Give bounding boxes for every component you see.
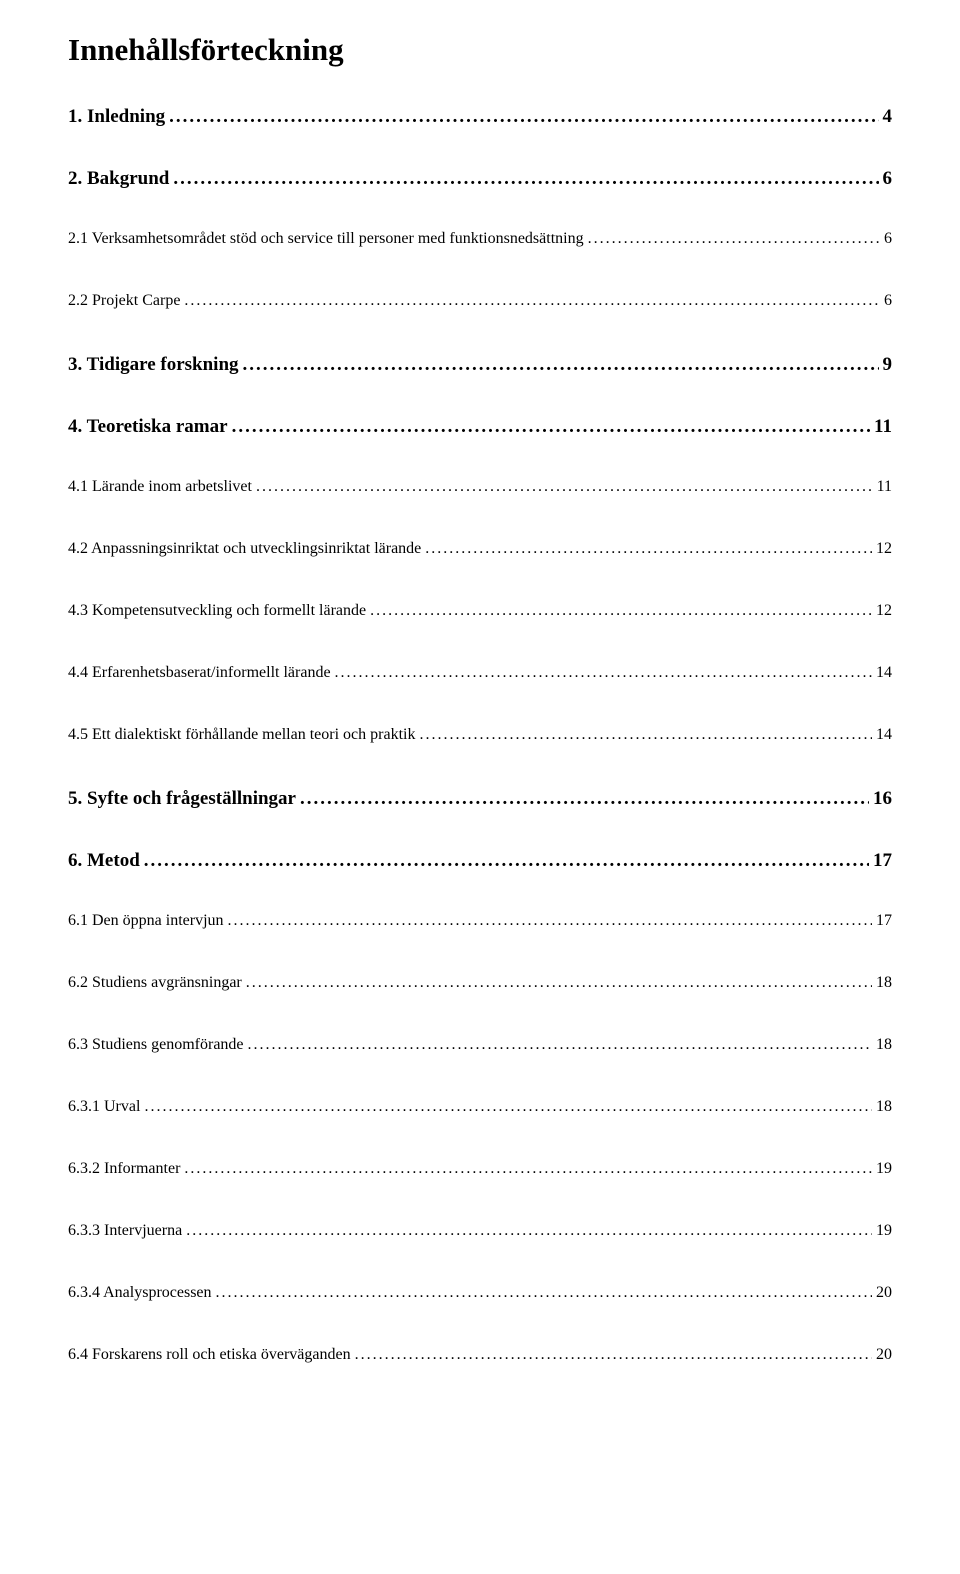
toc-entry: 6.3.1 Urval.............................… [68, 1098, 892, 1116]
toc-label: 6.2 Studiens avgränsningar [68, 974, 242, 992]
toc-leader-dots: ........................................… [243, 354, 879, 376]
toc-entry: 6. Metod................................… [68, 850, 892, 872]
toc-label: 6.3.1 Urval [68, 1098, 140, 1116]
toc-label: 6.3.2 Informanter [68, 1160, 180, 1178]
toc-page-number: 11 [877, 478, 892, 496]
toc-page-number: 16 [873, 788, 892, 810]
toc-leader-dots: ........................................… [588, 230, 880, 248]
toc-leader-dots: ........................................… [186, 1222, 872, 1240]
toc-label: 6. Metod [68, 850, 140, 872]
toc-leader-dots: ........................................… [173, 168, 878, 190]
toc-leader-dots: ........................................… [419, 726, 872, 744]
toc-page-number: 20 [876, 1346, 892, 1364]
toc-leader-dots: ........................................… [232, 416, 870, 438]
toc-entry: 6.3 Studiens genomförande...............… [68, 1036, 892, 1054]
toc-leader-dots: ........................................… [335, 664, 872, 682]
toc-entry: 2.2 Projekt Carpe.......................… [68, 292, 892, 310]
toc-label: 1. Inledning [68, 106, 165, 128]
toc-page-number: 14 [876, 664, 892, 682]
toc-entry: 6.3.3 Intervjuerna......................… [68, 1222, 892, 1240]
toc-page-number: 9 [883, 354, 893, 376]
toc-page-number: 12 [876, 540, 892, 558]
toc-label: 2.1 Verksamhetsområdet stöd och service … [68, 230, 584, 248]
toc-label: 4.3 Kompetensutveckling och formellt lär… [68, 602, 366, 620]
toc-entry: 5. Syfte och frågeställningar...........… [68, 788, 892, 810]
toc-page-number: 19 [876, 1222, 892, 1240]
toc-label: 2.2 Projekt Carpe [68, 292, 180, 310]
toc-entry: 4.1 Lärande inom arbetslivet............… [68, 478, 892, 496]
toc-page-number: 6 [883, 168, 893, 190]
page-title: Innehållsförteckning [68, 32, 892, 68]
toc-entry: 6.4 Forskarens roll och etiska övervägan… [68, 1346, 892, 1364]
toc-label: 6.1 Den öppna intervjun [68, 912, 224, 930]
toc-page-number: 11 [874, 416, 892, 438]
toc-entry: 6.3.4 Analysprocessen...................… [68, 1284, 892, 1302]
toc-leader-dots: ........................................… [228, 912, 872, 930]
toc-label: 4. Teoretiska ramar [68, 416, 228, 438]
toc-page-number: 20 [876, 1284, 892, 1302]
toc-leader-dots: ........................................… [425, 540, 872, 558]
toc-page-number: 17 [876, 912, 892, 930]
toc-label: 2. Bakgrund [68, 168, 169, 190]
toc-leader-dots: ........................................… [216, 1284, 872, 1302]
toc-page-number: 12 [876, 602, 892, 620]
toc-label: 6.3.3 Intervjuerna [68, 1222, 182, 1240]
toc-page-number: 18 [876, 1036, 892, 1054]
table-of-contents: 1. Inledning............................… [68, 106, 892, 1364]
toc-page-number: 6 [884, 230, 892, 248]
toc-label: 5. Syfte och frågeställningar [68, 788, 296, 810]
toc-leader-dots: ........................................… [355, 1346, 872, 1364]
toc-leader-dots: ........................................… [169, 106, 878, 128]
toc-page-number: 18 [876, 1098, 892, 1116]
toc-label: 6.3 Studiens genomförande [68, 1036, 244, 1054]
toc-entry: 6.2 Studiens avgränsningar..............… [68, 974, 892, 992]
toc-entry: 1. Inledning............................… [68, 106, 892, 128]
toc-leader-dots: ........................................… [144, 1098, 872, 1116]
toc-entry: 4.4 Erfarenhetsbaserat/informellt lärand… [68, 664, 892, 682]
toc-label: 4.5 Ett dialektiskt förhållande mellan t… [68, 726, 415, 744]
toc-entry: 2.1 Verksamhetsområdet stöd och service … [68, 230, 892, 248]
toc-leader-dots: ........................................… [256, 478, 873, 496]
toc-page-number: 6 [884, 292, 892, 310]
toc-leader-dots: ........................................… [246, 974, 872, 992]
toc-label: 4.2 Anpassningsinriktat och utvecklingsi… [68, 540, 421, 558]
toc-entry: 4.5 Ett dialektiskt förhållande mellan t… [68, 726, 892, 744]
toc-entry: 6.1 Den öppna intervjun.................… [68, 912, 892, 930]
toc-page-number: 17 [873, 850, 892, 872]
toc-leader-dots: ........................................… [184, 292, 880, 310]
toc-leader-dots: ........................................… [184, 1160, 872, 1178]
toc-entry: 4.2 Anpassningsinriktat och utvecklingsi… [68, 540, 892, 558]
toc-entry: 4.3 Kompetensutveckling och formellt lär… [68, 602, 892, 620]
toc-entry: 6.3.2 Informanter.......................… [68, 1160, 892, 1178]
toc-entry: 3. Tidigare forskning...................… [68, 354, 892, 376]
toc-page-number: 14 [876, 726, 892, 744]
toc-label: 4.4 Erfarenhetsbaserat/informellt lärand… [68, 664, 331, 682]
toc-page-number: 19 [876, 1160, 892, 1178]
toc-leader-dots: ........................................… [144, 850, 869, 872]
toc-entry: 4. Teoretiska ramar.....................… [68, 416, 892, 438]
toc-page-number: 4 [883, 106, 893, 128]
toc-label: 4.1 Lärande inom arbetslivet [68, 478, 252, 496]
toc-leader-dots: ........................................… [300, 788, 869, 810]
toc-entry: 2. Bakgrund.............................… [68, 168, 892, 190]
toc-leader-dots: ........................................… [248, 1036, 872, 1054]
toc-label: 6.4 Forskarens roll och etiska övervägan… [68, 1346, 351, 1364]
toc-leader-dots: ........................................… [370, 602, 872, 620]
toc-page-number: 18 [876, 974, 892, 992]
toc-label: 6.3.4 Analysprocessen [68, 1284, 212, 1302]
toc-label: 3. Tidigare forskning [68, 354, 239, 376]
